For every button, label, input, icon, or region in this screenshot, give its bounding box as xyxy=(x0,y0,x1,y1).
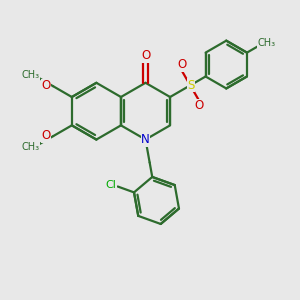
Text: O: O xyxy=(42,129,51,142)
Text: O: O xyxy=(177,58,186,71)
Text: S: S xyxy=(188,79,195,92)
Text: N: N xyxy=(141,133,150,146)
Text: O: O xyxy=(42,79,51,92)
Text: O: O xyxy=(141,50,150,62)
Text: CH₃: CH₃ xyxy=(22,142,40,152)
Text: CH₃: CH₃ xyxy=(257,38,275,48)
Text: CH₃: CH₃ xyxy=(22,70,40,80)
Text: Cl: Cl xyxy=(105,180,116,190)
Text: O: O xyxy=(194,99,203,112)
